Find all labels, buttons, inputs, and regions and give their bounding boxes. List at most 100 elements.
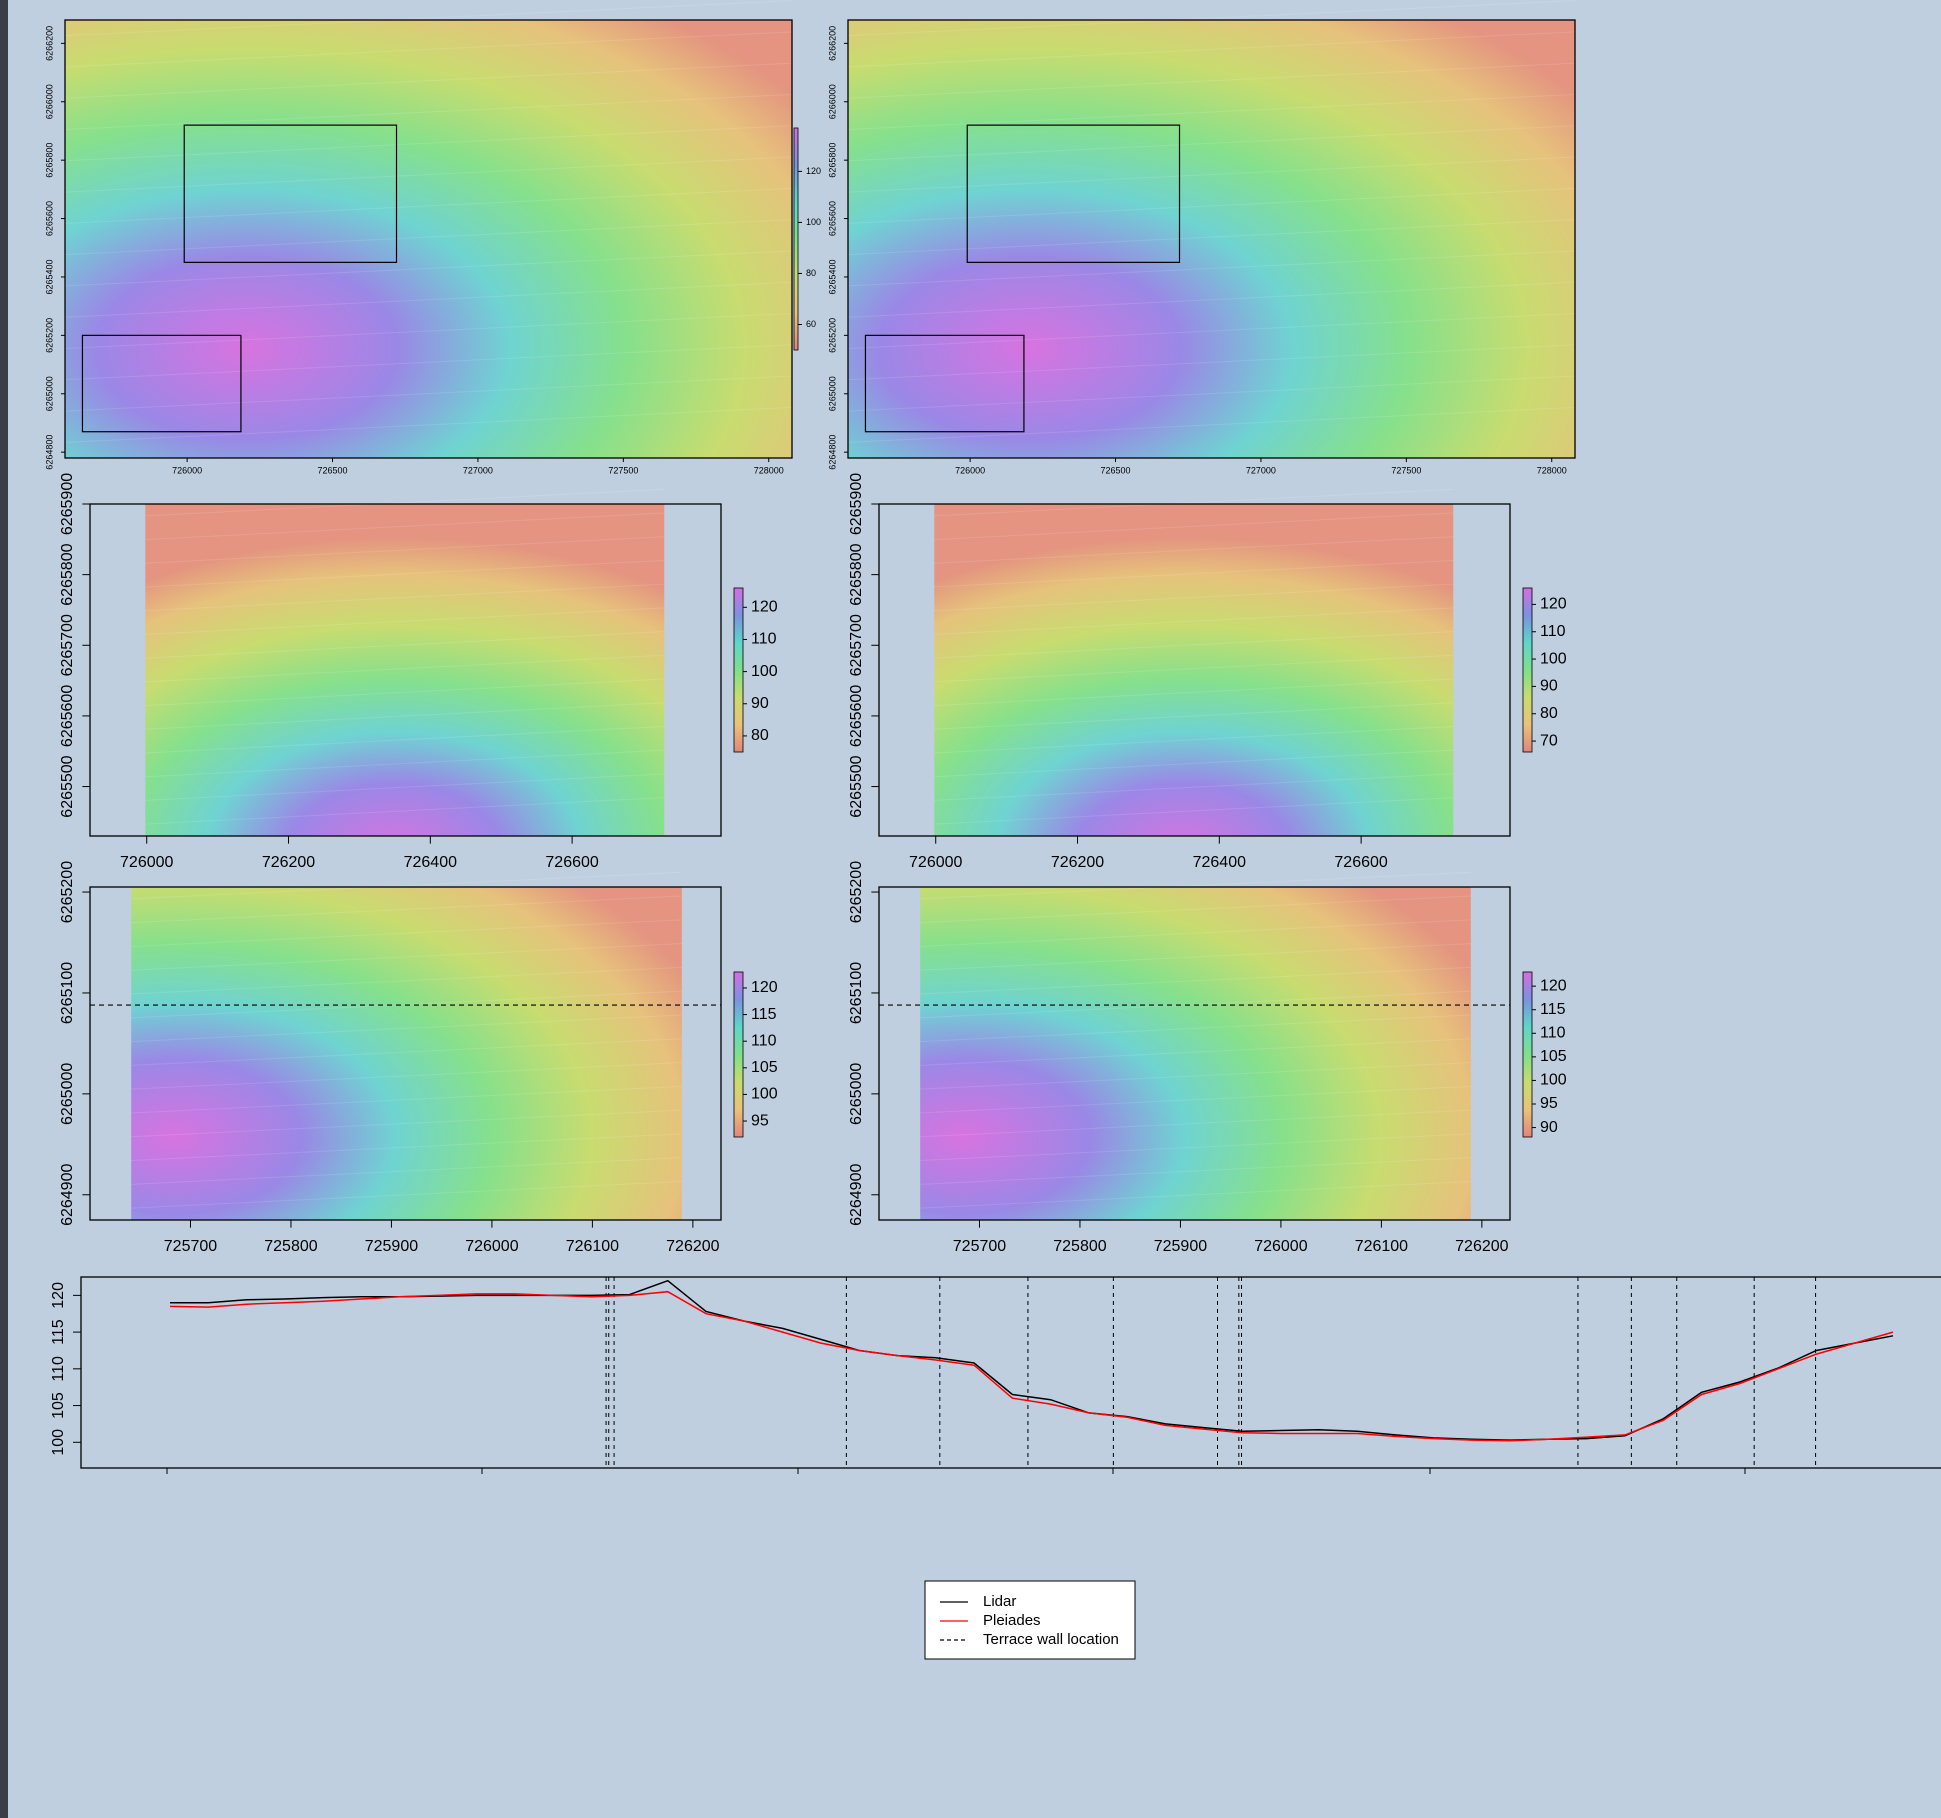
legend-label: Lidar <box>983 1593 1016 1610</box>
hillshade-texture <box>847 62 1576 99</box>
hillshade-texture <box>64 156 793 193</box>
y-tick-label: 6264800 <box>44 435 54 470</box>
hillshade-texture <box>64 312 793 349</box>
y-tick-label: 6265200 <box>59 861 76 923</box>
y-tick-label: 6265200 <box>827 318 837 353</box>
x-tick-label: 726500 <box>1101 465 1131 475</box>
hillshade-texture <box>934 536 1454 564</box>
hillshade-texture <box>145 749 665 778</box>
panel-frame <box>878 503 1511 837</box>
y-tick-label: 6265000 <box>827 376 837 411</box>
y-tick-label: 6265600 <box>59 685 76 747</box>
panel-overview-pleiades: 726000 726500 727000 727500 728000 6264800 626… <box>827 0 1576 475</box>
series-line-lidar <box>170 1279 1894 1441</box>
colorbar-tick-label: 80 <box>751 727 769 744</box>
hillshade-texture <box>847 187 1576 224</box>
hillshade-texture <box>847 406 1576 443</box>
hillshade-texture <box>934 654 1454 683</box>
hillshade-texture <box>920 1014 1471 1043</box>
x-tick-label: 726400 <box>404 854 457 871</box>
left-frame-strip <box>0 0 8 1818</box>
hillshade-texture <box>847 156 1576 193</box>
y-tick-label: 6264800 <box>827 435 837 470</box>
x-tick-label: 726000 <box>120 854 173 871</box>
x-tick-label: 728000 <box>754 465 784 475</box>
elevation-raster <box>934 504 1454 836</box>
x-tick-label: 725700 <box>164 1238 217 1255</box>
y-tick-label: 6265000 <box>59 1063 76 1125</box>
hillshade-texture <box>131 1109 682 1138</box>
y-tick-label: 6265500 <box>848 755 865 817</box>
hillshade-texture <box>64 281 793 318</box>
hillshade-texture <box>847 93 1576 130</box>
panel-frame <box>64 19 793 459</box>
hillshade-texture <box>64 125 793 162</box>
y-tick-label: 6265100 <box>59 962 76 1024</box>
y-tick-label: 6265800 <box>827 143 837 178</box>
y-tick-label: 6265600 <box>848 685 865 747</box>
colorbar-tick-label: 80 <box>806 268 816 278</box>
hillshade-texture <box>934 607 1454 635</box>
colorbar-tick-label: 105 <box>751 1059 778 1076</box>
elevation-raster <box>65 20 792 458</box>
x-tick-label: 726000 <box>465 1238 518 1255</box>
y-tick-label: 6264900 <box>59 1164 76 1226</box>
colorbar-tick-label: 110 <box>751 631 777 648</box>
hillshade-texture <box>934 631 1454 659</box>
hillshade-texture <box>131 919 682 947</box>
y-tick-label: 6266000 <box>44 84 54 119</box>
x-tick-label: 726100 <box>566 1238 619 1255</box>
y-tick-label: 6266200 <box>827 26 837 61</box>
panel-frame <box>89 886 722 1221</box>
y-tick-label: 115 <box>50 1319 67 1345</box>
hillshade-texture <box>145 488 665 517</box>
y-tick-label: 6265400 <box>44 259 54 294</box>
colorbar-tick-label: 120 <box>751 599 778 616</box>
colorbar-tick-label: 80 <box>1540 705 1558 722</box>
panel-profile: 100 105 110 115 120 Lidar Pleiades Terrace wall… <box>50 1276 1941 1660</box>
colorbar-tick-label: 90 <box>1540 1119 1558 1136</box>
colorbar <box>1522 587 1533 753</box>
y-tick-label: 6265800 <box>44 143 54 178</box>
hillshade-texture <box>64 219 793 256</box>
x-tick-label: 727000 <box>463 465 493 475</box>
x-tick-label: 728000 <box>1537 465 1567 475</box>
y-tick-label: 6264900 <box>848 1164 865 1226</box>
zoom-extent-box <box>966 124 1181 263</box>
hillshade-texture <box>145 797 665 825</box>
hillshade-texture <box>64 187 793 224</box>
hillshade-texture <box>847 250 1576 287</box>
hillshade-texture <box>131 895 682 924</box>
hillshade-texture <box>934 512 1454 541</box>
panel-overview-lidar: 726000 726500 727000 727500 728000 6264800 626… <box>44 0 821 475</box>
hillshade-texture <box>131 1014 682 1043</box>
hillshade-texture <box>934 773 1454 801</box>
hillshade-texture <box>920 919 1471 947</box>
colorbar-tick-label: 100 <box>806 217 821 227</box>
hillshade-texture <box>847 0 1576 37</box>
colorbar-tick-label: 70 <box>1540 732 1558 749</box>
colorbar-tick-label: 110 <box>1540 1025 1566 1042</box>
colorbar-tick-label: 100 <box>751 663 778 680</box>
panel-frame <box>878 886 1511 1221</box>
x-tick-label: 726200 <box>262 854 315 871</box>
y-tick-label: 6265200 <box>44 318 54 353</box>
hillshade-texture <box>131 871 682 900</box>
hillshade-texture <box>145 512 665 541</box>
hillshade-texture <box>847 219 1576 256</box>
hillshade-texture <box>847 375 1576 412</box>
hillshade-texture <box>131 1038 682 1066</box>
colorbar-tick-label: 95 <box>1540 1095 1558 1112</box>
y-tick-label: 6265500 <box>59 755 76 817</box>
hillshade-texture <box>920 1085 1471 1114</box>
colorbar-tick-label: 120 <box>1540 977 1567 994</box>
hillshade-texture <box>131 1085 682 1114</box>
colorbar-tick-label: 115 <box>1540 1001 1566 1018</box>
hillshade-texture <box>131 966 682 995</box>
elevation-raster <box>131 887 682 1220</box>
x-tick-label: 727000 <box>1246 465 1276 475</box>
hillshade-texture <box>145 536 665 564</box>
y-tick-label: 6265900 <box>59 473 76 535</box>
colorbar-tick-label: 120 <box>751 979 778 996</box>
